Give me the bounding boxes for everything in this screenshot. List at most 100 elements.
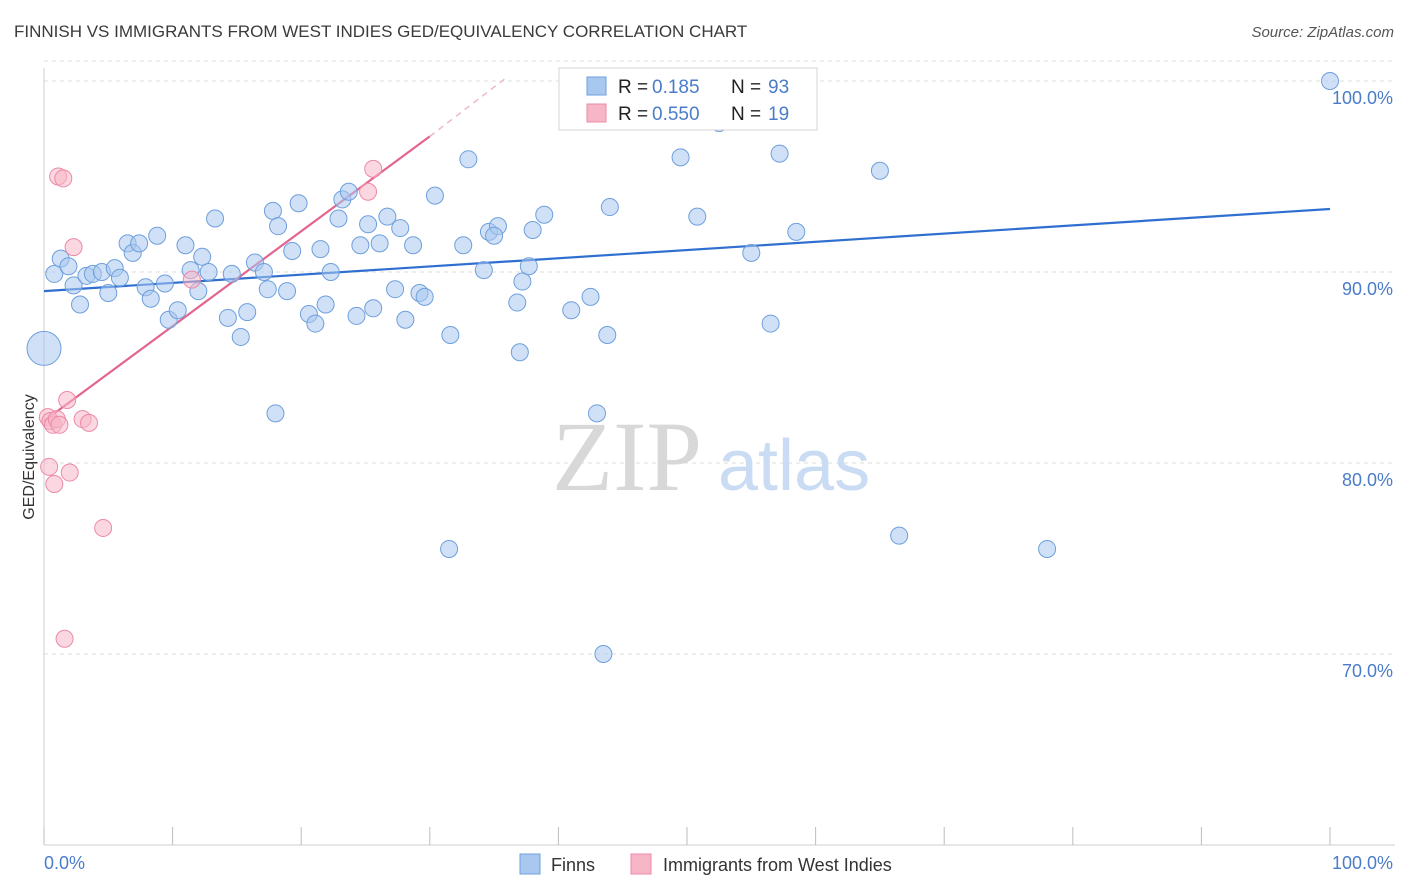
finns-point	[347, 306, 366, 325]
finns-point	[535, 205, 554, 224]
finns-point	[510, 343, 529, 362]
finns-point	[688, 207, 707, 226]
finns-point	[598, 326, 617, 345]
finns-point	[474, 261, 493, 280]
finns-point	[415, 287, 434, 306]
wi-point	[45, 475, 64, 494]
wi-point	[60, 463, 79, 482]
chart-title: FINNISH VS IMMIGRANTS FROM WEST INDIES G…	[14, 22, 748, 41]
finns-point	[45, 264, 64, 283]
finns-point	[351, 236, 370, 255]
wi-point	[58, 390, 77, 409]
finns-point	[485, 226, 504, 245]
finns-point	[206, 209, 225, 228]
finns-point	[283, 241, 302, 260]
finns-point	[193, 247, 212, 266]
finns-point	[254, 263, 273, 281]
finns-point	[263, 201, 282, 220]
finns-point	[404, 236, 423, 255]
y-tick-label: 100.0%	[1332, 88, 1393, 108]
r-label: R =	[618, 104, 648, 125]
finns-point	[329, 209, 348, 228]
finns-point	[761, 314, 780, 333]
finns-point	[269, 217, 288, 236]
finns-legend-label: Finns	[551, 855, 595, 875]
finns-point	[359, 215, 378, 234]
finns-point	[459, 150, 478, 169]
finns-point	[316, 295, 335, 314]
finns-point	[64, 276, 83, 295]
finns-point	[148, 226, 167, 245]
finns-point	[513, 272, 532, 291]
axes-layer: 0.0% 100.0% GED/Equivalency	[21, 68, 1395, 873]
finns-point	[890, 526, 909, 545]
finns-point	[391, 219, 410, 238]
finns-point	[425, 186, 444, 205]
finns-legend-swatch	[586, 76, 607, 96]
wi-point	[50, 415, 69, 434]
finns-point	[168, 301, 187, 320]
y-axis-title: GED/Equivalency	[21, 394, 38, 519]
finns-point	[508, 293, 527, 312]
finns-point	[218, 308, 237, 327]
bottom-legend: Finns Immigrants from West Indies	[519, 853, 892, 875]
x-tick-label-min: 0.0%	[44, 853, 85, 873]
finns-point	[231, 327, 250, 346]
wi-legend-swatch	[586, 103, 607, 123]
wi-point	[64, 238, 83, 257]
wi-point	[80, 413, 99, 432]
finns-point	[364, 299, 383, 318]
finns-point	[386, 280, 405, 299]
finns-point	[671, 148, 690, 167]
finns-point	[155, 274, 174, 293]
finns-point	[266, 404, 285, 423]
finns-point	[770, 144, 789, 163]
wi-legend-label: Immigrants from West Indies	[663, 855, 892, 875]
finns-point	[278, 282, 297, 301]
finns-point	[441, 326, 460, 345]
wi-point	[364, 159, 383, 178]
finns-point	[594, 645, 613, 663]
finns-point	[1321, 72, 1339, 90]
r-value: 0.185	[652, 77, 700, 98]
n-label: N =	[731, 104, 761, 125]
finns-point	[311, 240, 330, 259]
finns-point	[581, 287, 600, 306]
finns-point	[600, 198, 619, 217]
finns-point	[870, 161, 889, 180]
wi-point	[55, 629, 74, 648]
finns-point	[176, 236, 195, 255]
finns-point	[562, 301, 581, 320]
x-tick-label-max: 100.0%	[1332, 853, 1393, 873]
finns-point	[258, 280, 277, 299]
finns-point	[787, 222, 806, 241]
finns-point	[130, 234, 149, 253]
finns-bottom-swatch	[519, 853, 541, 875]
finns-point	[59, 257, 78, 276]
finns-point	[378, 207, 397, 226]
finns-point	[587, 404, 606, 423]
watermark-atlas: atlas	[718, 426, 870, 506]
grid-layer: 70.0% 80.0% 90.0% 100.0%	[44, 60, 1395, 681]
finns-point	[454, 236, 473, 255]
y-tick-label: 70.0%	[1342, 661, 1393, 681]
finns-point	[742, 243, 761, 262]
r-label: R =	[618, 77, 648, 98]
finns-point	[321, 263, 340, 281]
finns-point	[110, 268, 129, 287]
finns-point	[26, 330, 62, 366]
finns-point	[238, 303, 257, 322]
finns-point	[71, 295, 90, 314]
wi-point	[54, 169, 73, 188]
finns-point	[1038, 539, 1057, 558]
wi-bottom-swatch	[630, 853, 652, 875]
points-layer	[26, 72, 1339, 663]
finns-point	[339, 182, 358, 201]
watermark: ZIP atlas	[552, 401, 870, 512]
finns-point	[289, 194, 308, 213]
finns-point	[370, 234, 389, 253]
finns-point	[199, 263, 218, 281]
finns-point	[523, 220, 542, 239]
finns-point	[440, 539, 459, 558]
